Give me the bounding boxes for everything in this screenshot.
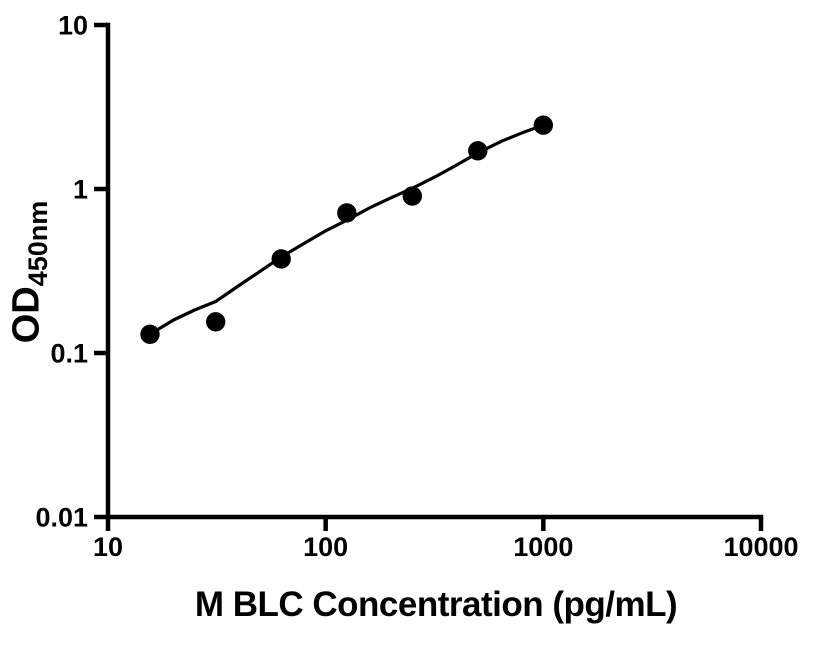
y-axis-tick-label: 0.1 xyxy=(50,339,88,369)
x-axis-title: M BLC Concentration (pg/mL) xyxy=(194,585,678,624)
x-axis-tick-label: 100 xyxy=(303,532,348,562)
x-axis-tick-label: 1000 xyxy=(513,532,573,562)
data-point-marker xyxy=(533,115,553,135)
y-axis-title-main: OD xyxy=(5,286,48,344)
y-axis-title: OD450nm xyxy=(5,201,54,344)
data-point-marker xyxy=(271,249,291,269)
y-axis-title-subscript: 450nm xyxy=(23,200,54,287)
x-axis-tick-label: 10000 xyxy=(723,532,798,562)
data-point-marker xyxy=(402,186,422,206)
y-axis-tick-label: 10 xyxy=(58,11,88,41)
y-axis-tick-label: 1 xyxy=(73,175,88,205)
x-axis-tick-label: 10 xyxy=(93,532,123,562)
data-point-marker xyxy=(337,203,357,223)
data-point-marker xyxy=(140,324,160,344)
y-axis-tick-label: 0.01 xyxy=(35,503,88,533)
data-point-marker xyxy=(206,312,226,332)
data-point-marker xyxy=(468,141,488,161)
